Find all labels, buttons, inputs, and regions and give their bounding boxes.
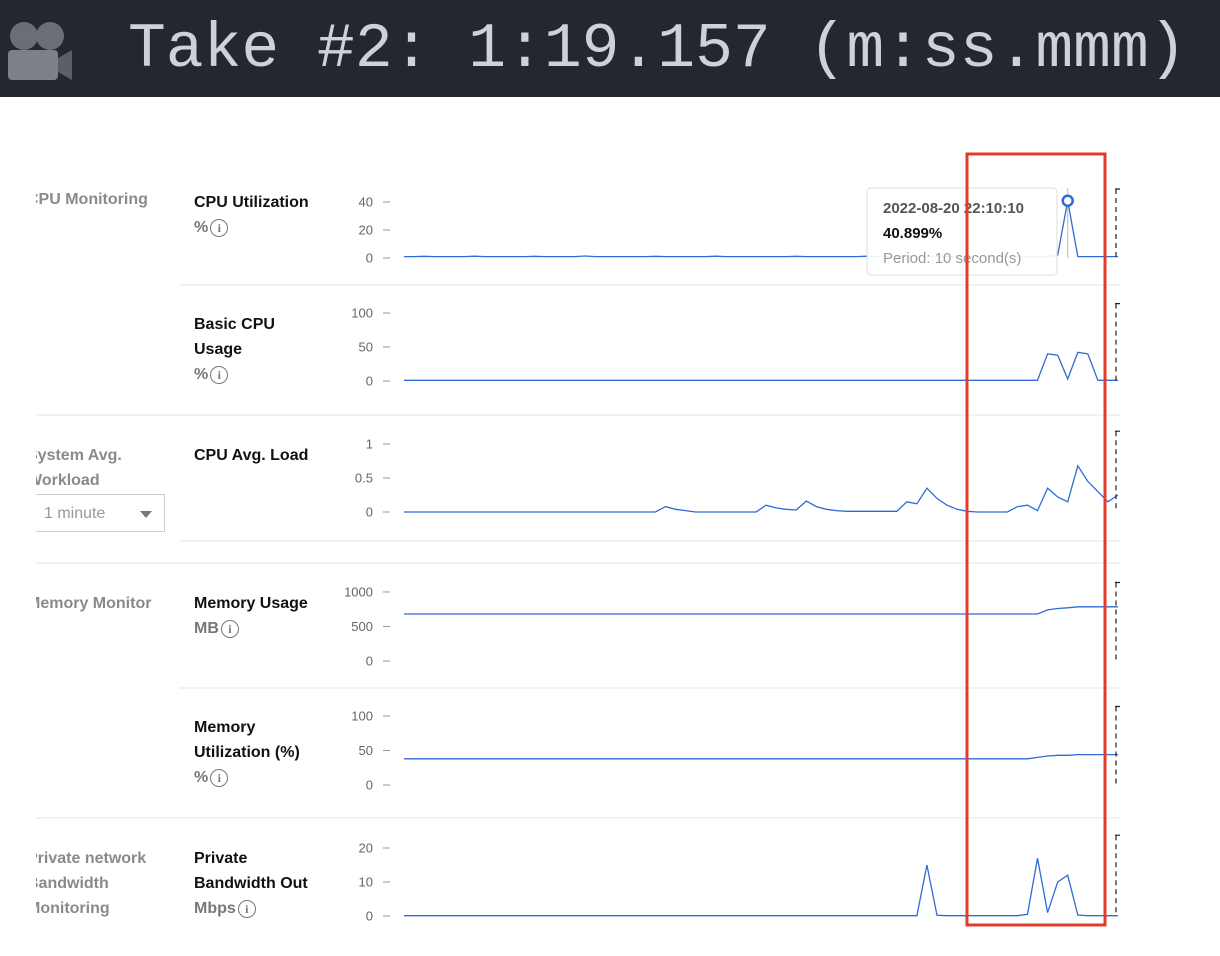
y-tick-label: 0: [366, 909, 373, 924]
camera-icon: [8, 22, 72, 80]
y-tick-label: 40: [359, 195, 373, 210]
y-tick-label: 0: [366, 654, 373, 669]
y-tick-label: 500: [351, 619, 373, 634]
y-tick-label: 1000: [344, 584, 373, 599]
range-marker: [1115, 834, 1120, 916]
y-tick-label: 0.5: [355, 471, 373, 486]
y-tick-label: 1: [366, 437, 373, 452]
unit-text: MB: [194, 620, 219, 637]
tooltip-time: 2022-08-20 22:10:10: [883, 200, 1024, 217]
y-tick-label: 0: [366, 505, 373, 520]
y-tick-label: 50: [359, 340, 373, 355]
data-line: [404, 858, 1118, 917]
data-line: [404, 753, 1118, 760]
chart-title: Basic CPU Usage: [194, 316, 275, 358]
y-tick-label: 50: [359, 743, 373, 758]
section-label-text: Memory Monitor: [36, 595, 152, 612]
section-label: Private network Bandwidth Monitoring: [36, 846, 166, 921]
section-label: System Avg. Workload: [36, 443, 166, 493]
section-label-text: CPU Monitoring: [36, 191, 148, 208]
y-tick-label: 0: [366, 778, 373, 793]
chart-unit: % i: [194, 362, 229, 387]
section-label: CPU Monitoring: [36, 187, 166, 212]
y-tick-label: 100: [351, 708, 373, 723]
banner-text: Take #2: 1:19.157 (m:ss.mmm): [128, 14, 1187, 85]
y-tick-label: 10: [359, 875, 373, 890]
tooltip-value: 40.899%: [883, 225, 942, 242]
info-icon[interactable]: i: [210, 365, 229, 384]
chart-title: Memory Usage: [194, 595, 308, 612]
chart-title: Private Bandwidth Out: [194, 850, 308, 892]
data-line: [404, 606, 1118, 615]
y-tick-label: 100: [351, 306, 373, 321]
chart-title: Memory Utilization (%): [194, 719, 300, 761]
range-marker: [1115, 581, 1120, 661]
chart-unit: % i: [194, 215, 229, 240]
y-tick-label: 0: [366, 374, 373, 389]
section-label: Memory Monitor: [36, 591, 166, 616]
y-tick-label: 20: [359, 841, 373, 856]
unit-text: %: [194, 769, 209, 786]
range-marker: [1115, 430, 1120, 512]
chart-title: CPU Utilization: [194, 194, 309, 211]
chart-unit: Mbps i: [194, 896, 256, 921]
range-marker: [1115, 188, 1120, 258]
banner: Take #2: 1:19.157 (m:ss.mmm): [0, 0, 1220, 97]
data-line: [404, 464, 1119, 513]
section-label-text: Private network Bandwidth Monitoring: [36, 850, 147, 917]
info-icon[interactable]: i: [210, 218, 229, 237]
range-marker: [1115, 705, 1120, 785]
hover-point: [1061, 194, 1074, 207]
unit-text: Mbps: [194, 900, 236, 917]
y-tick-label: 0: [366, 251, 373, 266]
range-marker: [1115, 303, 1120, 381]
y-tick-label: 20: [359, 223, 373, 238]
chart-unit: % i: [194, 765, 229, 790]
info-icon[interactable]: i: [210, 768, 229, 787]
dropdown[interactable]: 1 minute: [36, 494, 165, 532]
info-icon[interactable]: i: [220, 619, 239, 638]
highlight-box: [965, 152, 1107, 927]
chart-unit: MB i: [194, 616, 239, 641]
data-line: [404, 351, 1118, 381]
tooltip: [866, 187, 1058, 276]
unit-text: %: [194, 366, 209, 383]
tooltip-period: Period: 10 second(s): [883, 250, 1021, 267]
unit-text: %: [194, 219, 209, 236]
section-label-text: System Avg. Workload: [36, 447, 122, 489]
chart-title: CPU Avg. Load: [194, 447, 309, 464]
info-icon[interactable]: i: [237, 899, 256, 918]
